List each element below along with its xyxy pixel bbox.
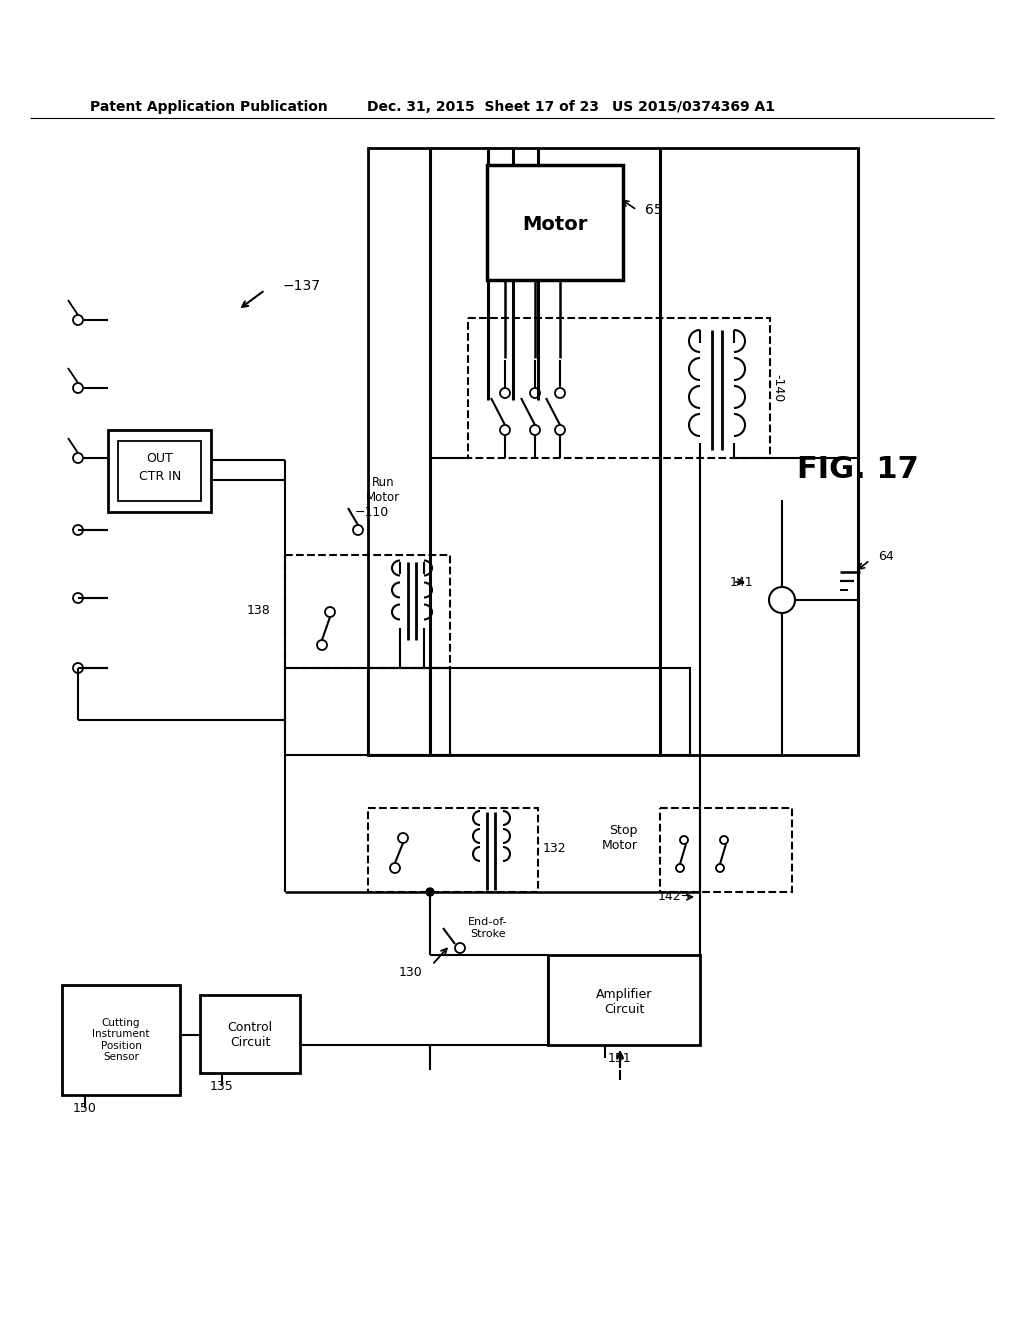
Bar [660, 808, 792, 892]
Text: −110: −110 [355, 506, 389, 519]
Text: -140: -140 [771, 374, 784, 403]
Text: −137: −137 [283, 279, 321, 293]
Text: US 2015/0374369 A1: US 2015/0374369 A1 [612, 100, 775, 114]
Text: Run
Motor: Run Motor [366, 477, 400, 504]
Text: Control
Circuit: Control Circuit [227, 1020, 272, 1049]
Text: End-of-
Stroke: End-of- Stroke [468, 917, 508, 939]
Bar [118, 441, 201, 502]
Text: 132: 132 [543, 842, 566, 854]
Text: Patent Application Publication: Patent Application Publication [90, 100, 328, 114]
Text: 151: 151 [608, 1052, 632, 1064]
Bar [108, 430, 211, 512]
Bar [285, 668, 450, 755]
Bar [468, 318, 770, 458]
Text: 141: 141 [730, 576, 754, 589]
Bar [487, 165, 623, 280]
Bar [200, 995, 300, 1073]
Text: Stop
Motor: Stop Motor [602, 824, 638, 851]
Text: Cutting
Instrument
Position
Sensor: Cutting Instrument Position Sensor [92, 1018, 150, 1063]
Text: CTR IN: CTR IN [139, 470, 181, 483]
Text: 64: 64 [878, 549, 894, 562]
Circle shape [426, 888, 434, 896]
Text: OUT: OUT [146, 453, 173, 466]
Bar [62, 985, 180, 1096]
Text: Amplifier
Circuit: Amplifier Circuit [596, 987, 652, 1016]
Text: 138: 138 [246, 603, 270, 616]
Text: 150: 150 [73, 1101, 97, 1114]
Bar [285, 554, 450, 668]
Text: 142−: 142− [657, 891, 692, 903]
Text: Dec. 31, 2015  Sheet 17 of 23: Dec. 31, 2015 Sheet 17 of 23 [367, 100, 599, 114]
Bar [368, 808, 538, 892]
Text: Motor: Motor [522, 214, 588, 234]
Text: 130: 130 [398, 965, 422, 978]
Bar [368, 148, 858, 755]
Bar [548, 954, 700, 1045]
Text: FIG. 17: FIG. 17 [797, 455, 919, 484]
Text: 135: 135 [210, 1080, 233, 1093]
Bar [368, 668, 690, 755]
Text: 65: 65 [645, 203, 663, 216]
